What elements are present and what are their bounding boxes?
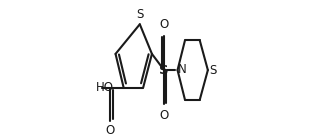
Text: S: S bbox=[210, 64, 217, 77]
Text: S: S bbox=[136, 8, 143, 21]
Text: S: S bbox=[159, 64, 169, 77]
Text: O: O bbox=[106, 124, 115, 137]
Text: HO: HO bbox=[96, 81, 114, 94]
Text: N: N bbox=[178, 63, 186, 76]
Text: O: O bbox=[160, 18, 169, 31]
Text: O: O bbox=[160, 109, 169, 122]
